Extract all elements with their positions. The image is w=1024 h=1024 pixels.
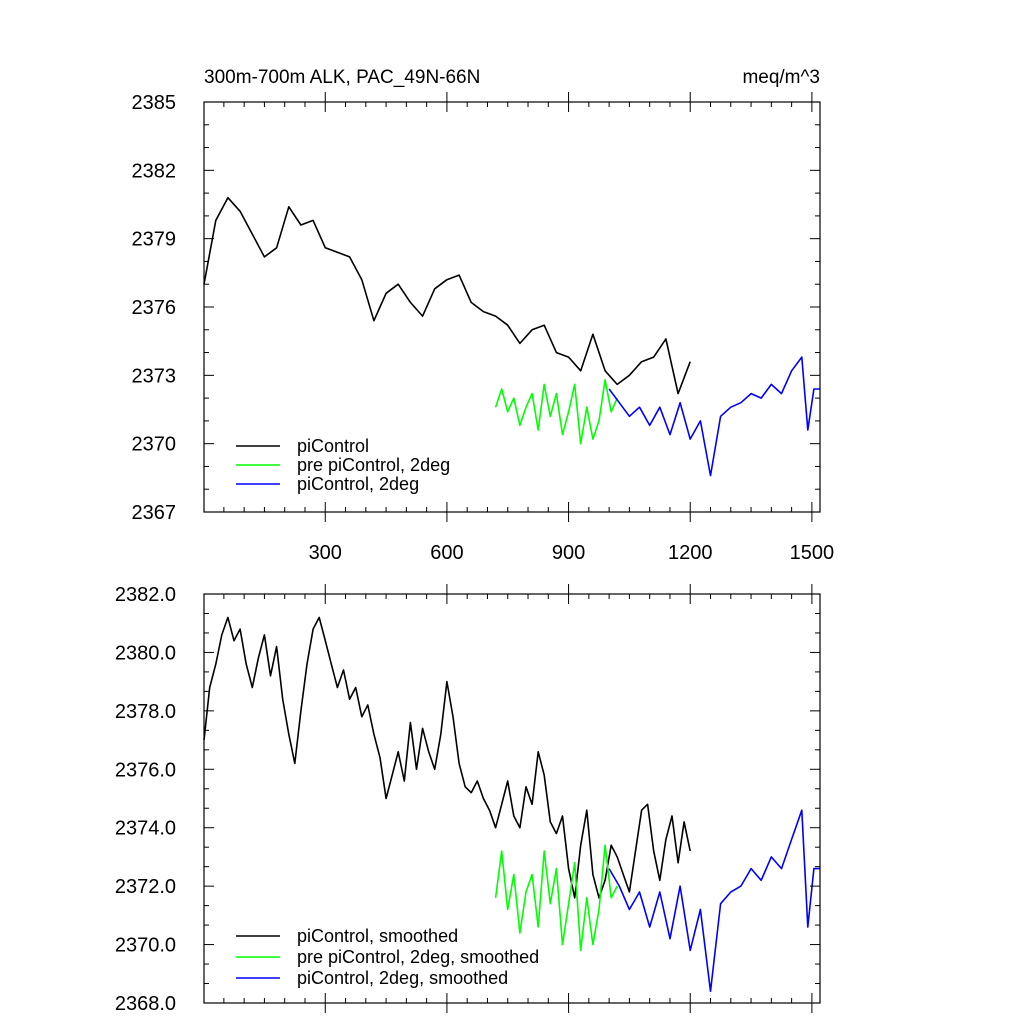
y-tick-label: 2382 bbox=[132, 160, 177, 182]
legend-label: piControl, smoothed bbox=[297, 926, 458, 946]
x-tick-label: 1200 bbox=[668, 542, 713, 564]
x-tick-label: 1500 bbox=[790, 542, 835, 564]
x-tick-label: 300 bbox=[309, 542, 342, 564]
legend-label: piControl, 2deg bbox=[297, 474, 419, 494]
x-tick-label: 900 bbox=[552, 542, 585, 564]
y-tick-label: 2385 bbox=[132, 92, 177, 114]
plot-frame bbox=[203, 593, 821, 1004]
y-tick-label: 2382.0 bbox=[115, 584, 176, 606]
chart-units: meq/m^3 bbox=[742, 67, 820, 88]
bottom-panel: 2368.0 2370.0 2372.0 2374.0 2376.0 2378.0 2380… bbox=[115, 584, 821, 1015]
series-line-3 bbox=[608, 809, 820, 993]
y-tick-label: 2376.0 bbox=[115, 759, 176, 781]
y-tick-label: 2372.0 bbox=[115, 876, 176, 898]
y-tick-label: 2370.0 bbox=[115, 935, 176, 957]
series-line-2 bbox=[494, 379, 618, 445]
series-line-1 bbox=[203, 196, 691, 395]
legend-label: piControl, 2deg, smoothed bbox=[297, 968, 508, 988]
series-line-3 bbox=[608, 356, 820, 477]
y-tick-label: 2378.0 bbox=[115, 701, 176, 723]
series-line-2 bbox=[494, 844, 618, 952]
y-tick-label: 2380.0 bbox=[115, 642, 176, 664]
y-tick-label: 2373 bbox=[132, 365, 177, 387]
y-tick-label: 2370 bbox=[132, 434, 177, 456]
series-line-1 bbox=[203, 616, 691, 899]
x-tick-label: 600 bbox=[430, 542, 463, 564]
legend-label: pre piControl, 2deg, smoothed bbox=[297, 947, 539, 967]
legend-label: pre piControl, 2deg bbox=[297, 455, 450, 475]
legend-label: piControl bbox=[297, 436, 369, 456]
top-panel: 2367 2370 2373 2376 2379 2382 2385 300 600 900 120… bbox=[132, 92, 835, 564]
chart-title: 300m-700m ALK, PAC_49N-66N bbox=[204, 67, 480, 88]
y-tick-label: 2368.0 bbox=[115, 993, 176, 1015]
y-tick-label: 2379 bbox=[132, 229, 177, 251]
y-tick-label: 2367 bbox=[132, 502, 177, 524]
y-tick-label: 2376 bbox=[132, 297, 177, 319]
y-tick-label: 2374.0 bbox=[115, 818, 176, 840]
